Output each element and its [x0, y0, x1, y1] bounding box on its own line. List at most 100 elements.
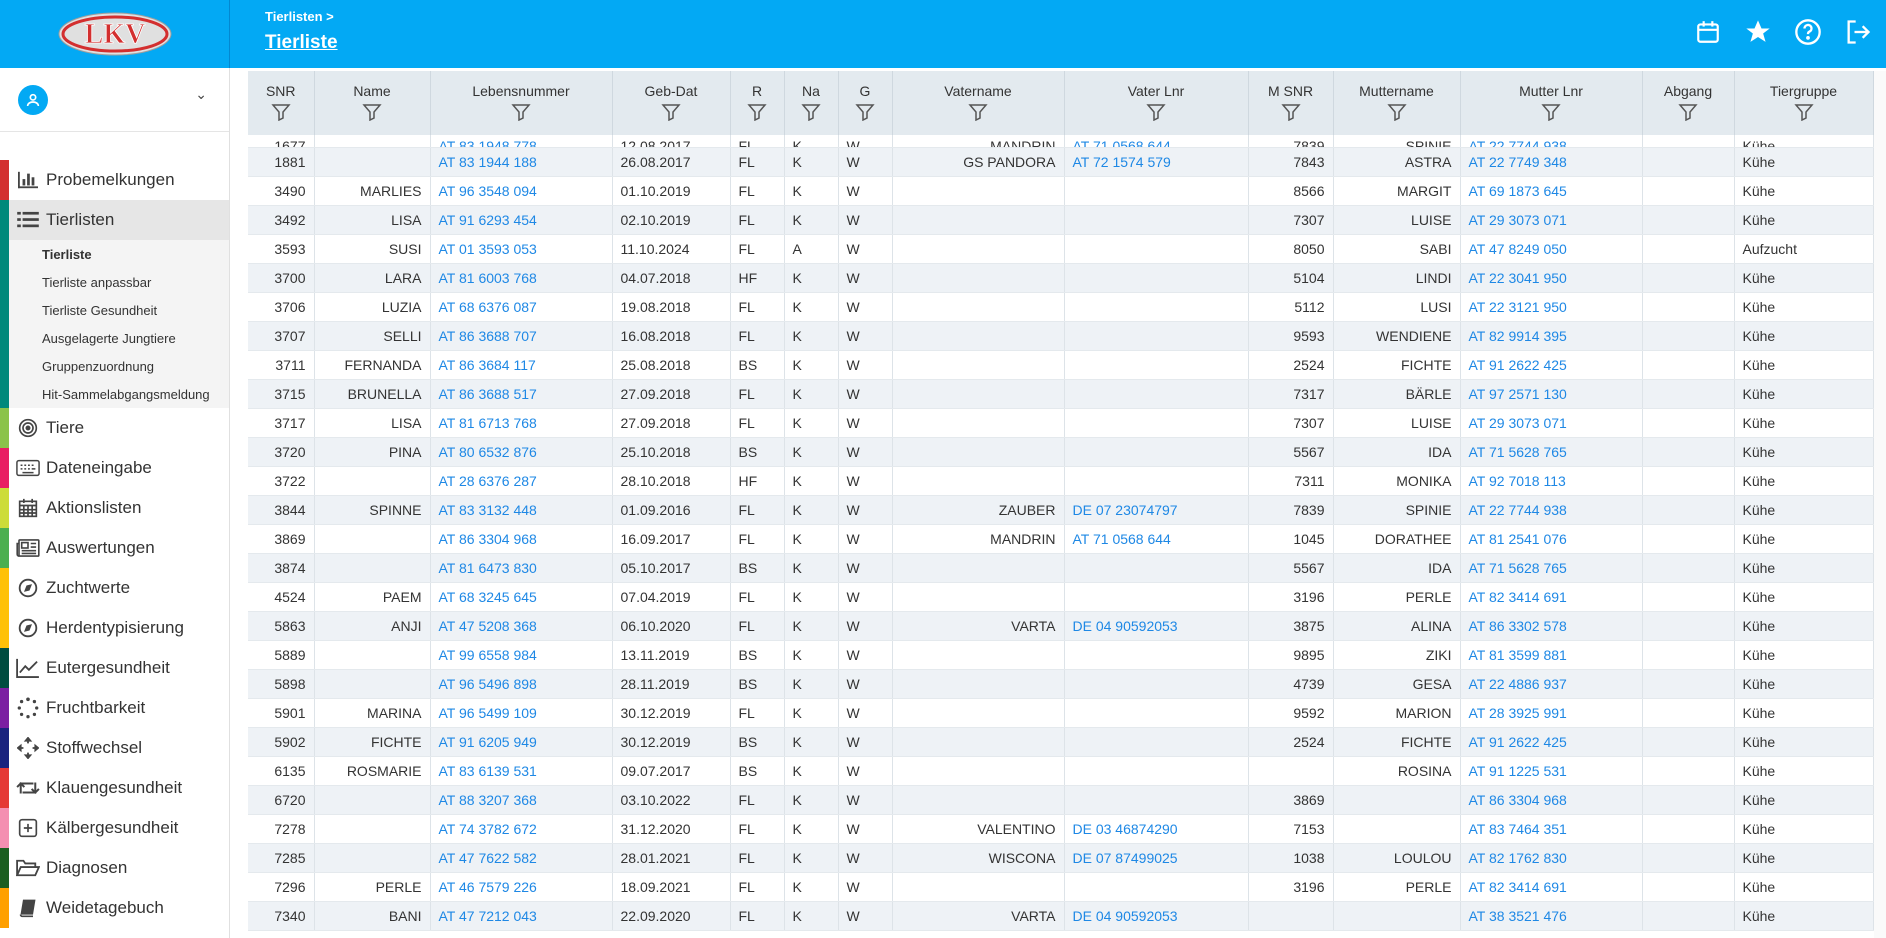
table-row[interactable]: 3706 LUZIA AT 68 6376 087 19.08.2018 FL K W 511… — [248, 292, 1874, 322]
calendar-icon[interactable] — [1692, 16, 1724, 48]
help-icon[interactable] — [1792, 16, 1824, 48]
user-avatar-icon[interactable] — [18, 84, 48, 115]
table-row[interactable]: 3711 FERNANDA AT 86 3684 117 25.08.2018 BS K W… — [248, 350, 1874, 380]
cell-lebensnummer[interactable]: AT 88 3207 368 — [430, 785, 613, 815]
sidebar-item-aktionslisten[interactable]: Aktionslisten — [0, 488, 229, 528]
column-header-snr[interactable]: SNR — [248, 71, 315, 135]
filter-icon[interactable] — [800, 103, 822, 122]
cell-vater-lnr[interactable] — [1064, 553, 1249, 583]
cell-mutter-lnr[interactable]: AT 22 7749 348 — [1460, 147, 1643, 177]
table-row[interactable]: 3707 SELLI AT 86 3688 707 16.08.2018 FL K W 959… — [248, 321, 1874, 351]
cell-lebensnummer[interactable]: AT 81 6713 768 — [430, 408, 613, 438]
cell-vater-lnr[interactable] — [1064, 379, 1249, 409]
cell-lebensnummer[interactable]: AT 83 1948 778 — [430, 135, 613, 148]
sidebar-item-probemelkungen[interactable]: Probemelkungen — [0, 160, 229, 200]
filter-icon[interactable] — [854, 103, 876, 122]
cell-vater-lnr[interactable] — [1064, 292, 1249, 322]
sidebar-item-auswertungen[interactable]: Auswertungen — [0, 528, 229, 568]
cell-mutter-lnr[interactable]: AT 91 2622 425 — [1460, 727, 1643, 757]
user-menu[interactable]: ⌄ — [0, 68, 229, 132]
filter-icon[interactable] — [510, 103, 532, 122]
cell-vater-lnr[interactable]: DE 04 90592053 — [1064, 901, 1249, 931]
table-row[interactable]: 5898 AT 96 5496 898 28.11.2019 BS K W 4739 GESA… — [248, 669, 1874, 699]
cell-vater-lnr[interactable] — [1064, 205, 1249, 235]
cell-vater-lnr[interactable]: DE 07 87499025 — [1064, 843, 1249, 873]
cell-vater-lnr[interactable]: DE 04 90592053 — [1064, 611, 1249, 641]
breadcrumb[interactable]: Tierlisten > — [265, 9, 334, 24]
cell-mutter-lnr[interactable]: AT 22 4886 937 — [1460, 669, 1643, 699]
cell-lebensnummer[interactable]: AT 81 6473 830 — [430, 553, 613, 583]
cell-vater-lnr[interactable]: DE 07 23074797 — [1064, 495, 1249, 525]
table-row[interactable]: 5889 AT 99 6558 984 13.11.2019 BS K W 9895 ZIKI… — [248, 640, 1874, 670]
cell-mutter-lnr[interactable]: AT 22 7744 938 — [1460, 135, 1643, 148]
column-header-vatername[interactable]: Vatername — [892, 71, 1065, 135]
table-row[interactable]: 3490 MARLIES AT 96 3548 094 01.10.2019 FL K W 8… — [248, 176, 1874, 206]
vertical-scrollbar[interactable] — [1874, 71, 1886, 938]
page-title[interactable]: Tierliste — [265, 32, 338, 53]
submenu-item-gruppenzuordnung[interactable]: Gruppenzuordnung — [0, 352, 229, 380]
cell-lebensnummer[interactable]: AT 28 6376 287 — [430, 466, 613, 496]
column-header-na[interactable]: Na — [784, 71, 839, 135]
cell-mutter-lnr[interactable]: AT 71 5628 765 — [1460, 437, 1643, 467]
filter-icon[interactable] — [746, 103, 768, 122]
table-row[interactable]: 5901 MARINA AT 96 5499 109 30.12.2019 FL K W 95… — [248, 698, 1874, 728]
cell-mutter-lnr[interactable]: AT 91 2622 425 — [1460, 350, 1643, 380]
sidebar-item-tierlisten[interactable]: Tierlisten — [0, 200, 229, 240]
cell-mutter-lnr[interactable]: AT 83 7464 351 — [1460, 814, 1643, 844]
cell-mutter-lnr[interactable]: AT 91 1225 531 — [1460, 756, 1643, 786]
chevron-down-icon[interactable]: ⌄ — [195, 86, 207, 102]
cell-mutter-lnr[interactable]: AT 47 8249 050 — [1460, 234, 1643, 264]
cell-mutter-lnr[interactable]: AT 97 2571 130 — [1460, 379, 1643, 409]
column-header-lebensnummer[interactable]: Lebensnummer — [430, 71, 613, 135]
cell-lebensnummer[interactable]: AT 68 6376 087 — [430, 292, 613, 322]
sidebar-item-diagnosen[interactable]: Diagnosen — [0, 848, 229, 888]
cell-lebensnummer[interactable]: AT 68 3245 645 — [430, 582, 613, 612]
cell-lebensnummer[interactable]: AT 83 6139 531 — [430, 756, 613, 786]
filter-icon[interactable] — [270, 103, 292, 122]
filter-icon[interactable] — [1145, 103, 1167, 122]
cell-lebensnummer[interactable]: AT 96 5496 898 — [430, 669, 613, 699]
cell-lebensnummer[interactable]: AT 86 3684 117 — [430, 350, 613, 380]
filter-icon[interactable] — [967, 103, 989, 122]
table-row[interactable]: 4524 PAEM AT 68 3245 645 07.04.2019 FL K W 3196… — [248, 582, 1874, 612]
table-row[interactable]: 3715 BRUNELLA AT 86 3688 517 27.09.2018 FL K W… — [248, 379, 1874, 409]
sidebar-item-klauengesundheit[interactable]: Klauengesundheit — [0, 768, 229, 808]
table-row[interactable]: 3720 PINA AT 80 6532 876 25.10.2018 BS K W 5567… — [248, 437, 1874, 467]
submenu-item-hit-sammelabgangsmeldung[interactable]: Hit-Sammelabgangsmeldung — [0, 380, 229, 408]
cell-lebensnummer[interactable]: AT 96 5499 109 — [430, 698, 613, 728]
table-row[interactable]: 3844 SPINNE AT 83 3132 448 01.09.2016 FL K W ZA… — [248, 495, 1874, 525]
cell-mutter-lnr[interactable]: AT 82 9914 395 — [1460, 321, 1643, 351]
table-row[interactable]: 7296 PERLE AT 46 7579 226 18.09.2021 FL K W 319… — [248, 872, 1874, 902]
cell-lebensnummer[interactable]: AT 01 3593 053 — [430, 234, 613, 264]
cell-vater-lnr[interactable] — [1064, 437, 1249, 467]
cell-mutter-lnr[interactable]: AT 71 5628 765 — [1460, 553, 1643, 583]
column-header-geb-dat[interactable]: Geb-Dat — [612, 71, 731, 135]
cell-vater-lnr[interactable] — [1064, 466, 1249, 496]
cell-mutter-lnr[interactable]: AT 38 3521 476 — [1460, 901, 1643, 931]
table-row-partial[interactable]: 1677 AT 83 1948 778 12.08.2017 FL K W MANDRIN A… — [248, 135, 1874, 148]
cell-lebensnummer[interactable]: AT 80 6532 876 — [430, 437, 613, 467]
table-row[interactable]: 3717 LISA AT 81 6713 768 27.09.2018 FL K W 7307… — [248, 408, 1874, 438]
sidebar-item-zuchtwerte[interactable]: Zuchtwerte — [0, 568, 229, 608]
cell-vater-lnr[interactable] — [1064, 350, 1249, 380]
submenu-item-tierliste-gesundheit[interactable]: Tierliste Gesundheit — [0, 296, 229, 324]
table-row[interactable]: 3700 LARA AT 81 6003 768 04.07.2018 HF K W 5104… — [248, 263, 1874, 293]
cell-mutter-lnr[interactable]: AT 69 1873 645 — [1460, 176, 1643, 206]
cell-vater-lnr[interactable] — [1064, 756, 1249, 786]
cell-vater-lnr[interactable] — [1064, 263, 1249, 293]
cell-lebensnummer[interactable]: AT 86 3688 707 — [430, 321, 613, 351]
cell-mutter-lnr[interactable]: AT 81 3599 881 — [1460, 640, 1643, 670]
table-row[interactable]: 7278 AT 74 3782 672 31.12.2020 FL K W VALENTIN… — [248, 814, 1874, 844]
cell-mutter-lnr[interactable]: AT 29 3073 071 — [1460, 205, 1643, 235]
column-header-m-snr[interactable]: M SNR — [1248, 71, 1334, 135]
table-row[interactable]: 1881 AT 83 1944 188 26.08.2017 FL K W GS PANDO… — [248, 147, 1874, 177]
cell-lebensnummer[interactable]: AT 91 6205 949 — [430, 727, 613, 757]
cell-lebensnummer[interactable]: AT 47 7622 582 — [430, 843, 613, 873]
cell-lebensnummer[interactable]: AT 47 5208 368 — [430, 611, 613, 641]
cell-mutter-lnr[interactable]: AT 29 3073 071 — [1460, 408, 1643, 438]
sidebar-item-stoffwechsel[interactable]: Stoffwechsel — [0, 728, 229, 768]
cell-lebensnummer[interactable]: AT 83 1944 188 — [430, 147, 613, 177]
cell-vater-lnr[interactable]: AT 72 1574 579 — [1064, 147, 1249, 177]
cell-vater-lnr[interactable] — [1064, 176, 1249, 206]
star-icon[interactable] — [1742, 16, 1774, 48]
